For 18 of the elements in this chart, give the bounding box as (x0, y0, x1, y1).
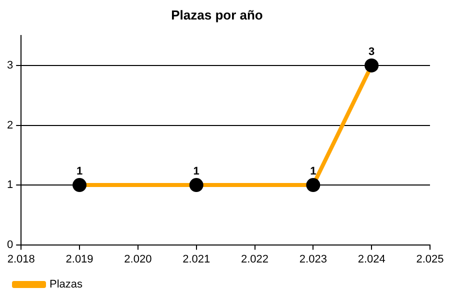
x-tick-label: 2.021 (182, 253, 210, 266)
data-label: 1 (310, 166, 316, 178)
y-tick-label: 3 (6, 60, 14, 72)
x-tick-label: 2.023 (299, 253, 327, 266)
x-tick-label: 2.018 (7, 253, 35, 266)
data-label: 1 (193, 166, 200, 178)
x-tick-label: 2.020 (124, 253, 152, 266)
x-tick-label: 2.019 (66, 253, 94, 266)
data-label: 1 (76, 166, 83, 178)
x-tick-label: 2.025 (416, 253, 444, 266)
y-tick-label: 0 (6, 238, 14, 251)
legend-label: Plazas (50, 278, 84, 291)
y-tick-label: 1 (6, 179, 14, 192)
y-tick-label: 2 (6, 119, 14, 132)
chart-title: Plazas por año (171, 7, 263, 22)
data-label: 3 (368, 46, 375, 58)
x-tick-label: 2.024 (358, 253, 386, 266)
x-tick-label: 2.022 (241, 253, 269, 266)
